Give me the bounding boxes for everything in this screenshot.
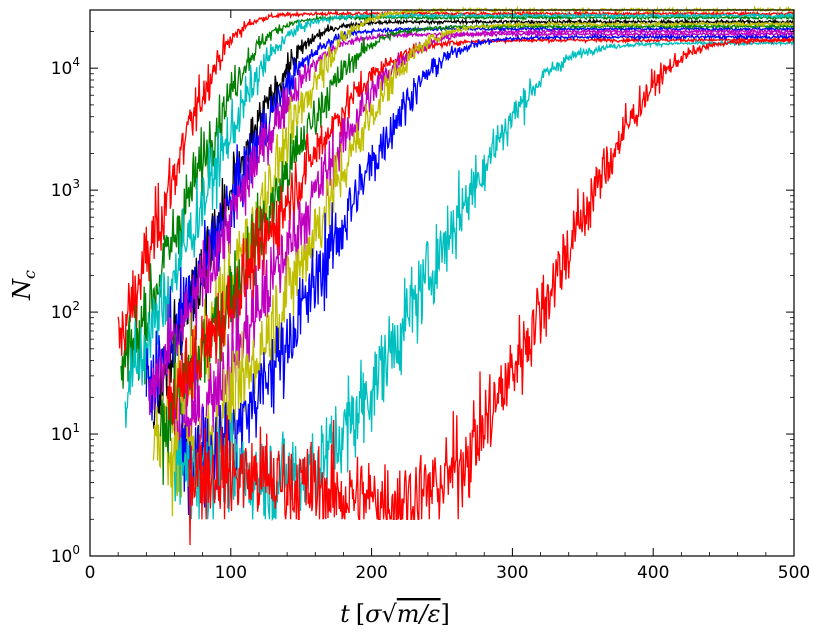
x-tick-label: 100 <box>215 563 247 583</box>
y-tick-label: 103 <box>51 177 80 201</box>
x-tick-label: 400 <box>637 563 669 583</box>
series-line-14 <box>187 36 795 546</box>
series-line-11 <box>166 19 795 517</box>
x-tick-label: 300 <box>496 563 528 583</box>
x-tick-label: 0 <box>85 563 96 583</box>
series-line-10 <box>173 27 795 470</box>
y-tick-label: 104 <box>51 55 80 79</box>
series-line-5 <box>145 24 795 421</box>
plot-frame <box>89 9 795 557</box>
y-axis-label: Nc <box>8 270 39 301</box>
y-tick-label: 100 <box>51 543 80 567</box>
series-line-7 <box>152 5 795 475</box>
series-layer <box>117 5 795 546</box>
series-line-13 <box>173 38 795 522</box>
sqrt-sign: √ <box>382 600 398 628</box>
series-line-1 <box>117 8 795 368</box>
y-tick-label: 102 <box>51 299 80 323</box>
series-line-4 <box>152 17 795 429</box>
ticks-layer <box>89 9 795 557</box>
series-line-6 <box>148 29 795 416</box>
series-line-2 <box>120 12 795 389</box>
x-tick-label: 500 <box>778 563 810 583</box>
series-line-12 <box>180 32 795 516</box>
x-axis-label: t [σ√m/ε] <box>340 600 450 628</box>
series-line-3 <box>124 10 795 428</box>
y-tick-label: 101 <box>51 421 80 445</box>
x-tick-label: 200 <box>355 563 387 583</box>
